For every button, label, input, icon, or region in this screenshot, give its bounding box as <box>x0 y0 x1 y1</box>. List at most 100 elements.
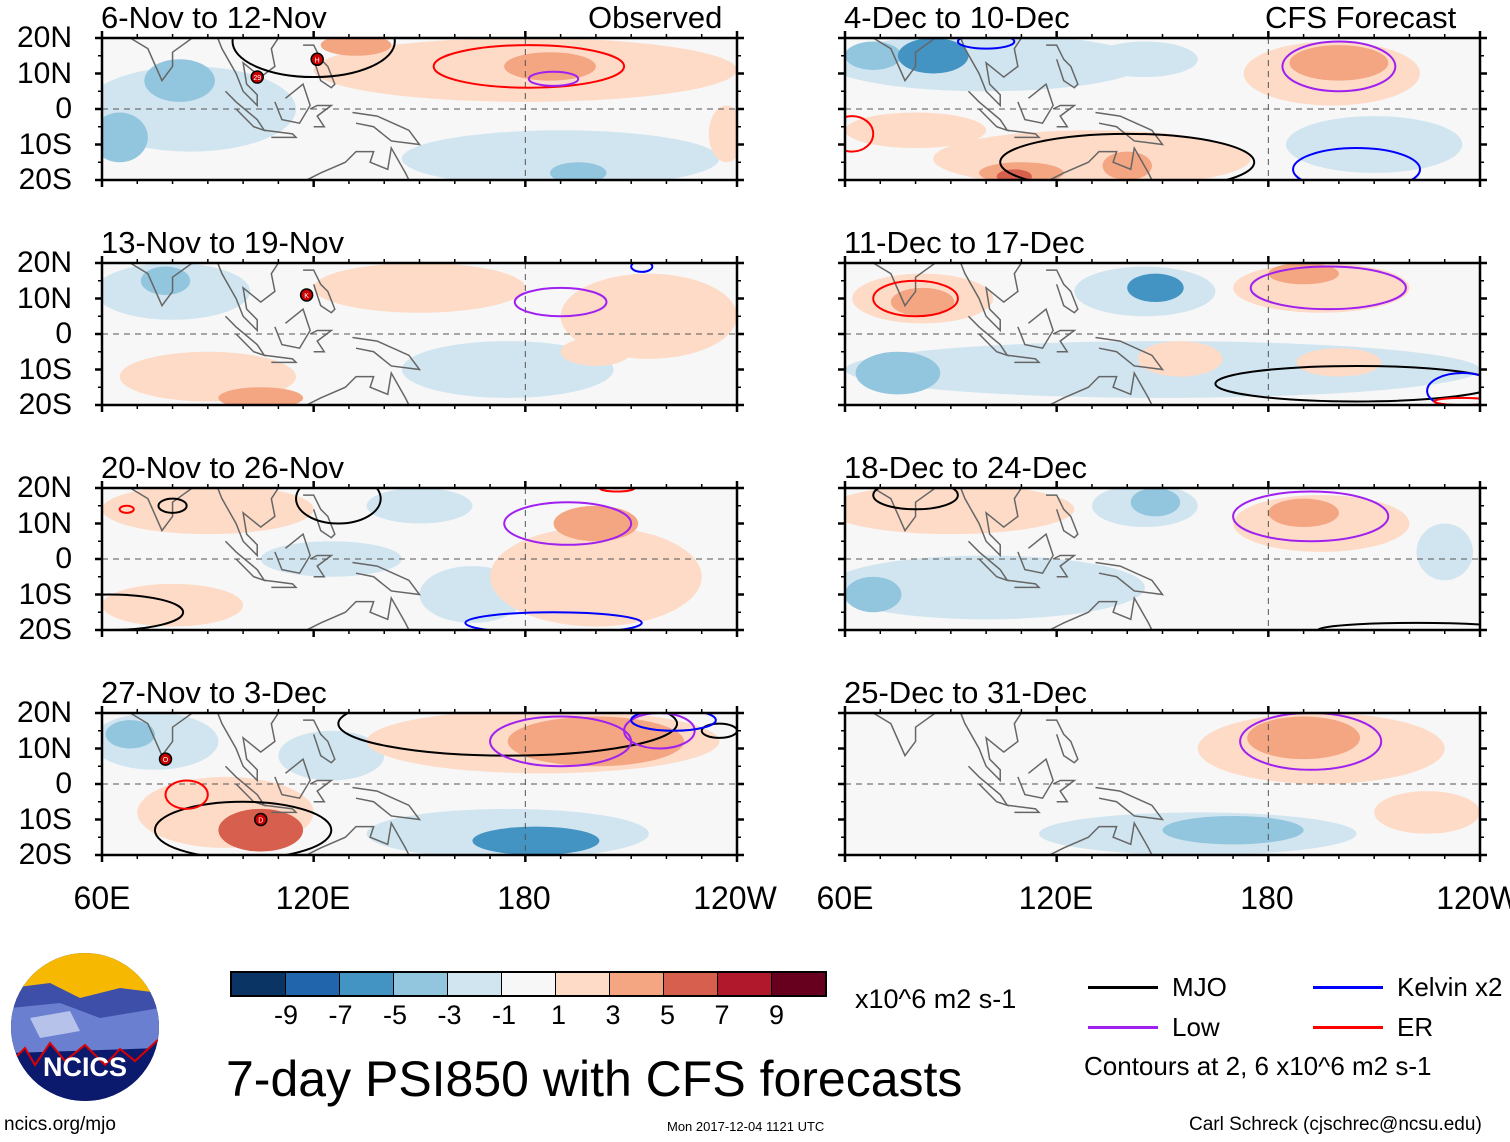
lat-label: 10N <box>16 56 72 90</box>
lat-label: 0 <box>55 542 72 575</box>
coastline <box>872 488 1023 558</box>
colorbar <box>230 971 827 997</box>
coastline <box>224 765 267 807</box>
coastline <box>264 354 298 364</box>
coastline <box>1007 804 1041 814</box>
kelvin-contour <box>630 263 654 273</box>
mjo-contour <box>231 38 396 79</box>
map-panel <box>95 481 744 637</box>
psi-anomaly-shading <box>553 505 639 542</box>
lat-label: 0 <box>55 767 72 800</box>
kelvin-line-swatch <box>1313 986 1383 989</box>
lat-label: 10S <box>18 802 72 836</box>
panel-title: 18-Dec to 24-Dec <box>844 450 1087 485</box>
map-panel <box>838 481 1487 637</box>
tropical-storm-icon: O <box>158 752 173 766</box>
lat-label: 20S <box>18 613 72 646</box>
legend-label: MJO <box>1172 972 1227 1002</box>
coastline <box>1046 494 1079 539</box>
colorbar-tick-label: -1 <box>491 1000 517 1030</box>
map-panel <box>838 31 1487 187</box>
legend-er: ER <box>1313 1012 1433 1043</box>
psi-anomaly-shading <box>320 38 392 56</box>
coastline <box>352 561 422 596</box>
coastline <box>1052 554 1077 578</box>
lat-label: 10S <box>18 127 72 161</box>
lon-label-left: 120E <box>275 880 351 916</box>
psi-anomaly-shading <box>1285 116 1463 173</box>
panel-title: 20-Nov to 26-Nov <box>101 450 344 485</box>
psi-anomaly-shading <box>1130 488 1181 517</box>
coastline <box>1047 820 1153 855</box>
psi-anomaly-shading <box>855 351 941 395</box>
mjo-contour <box>337 713 678 757</box>
er-contour <box>872 279 959 318</box>
psi-anomaly-shading <box>1127 273 1184 303</box>
lat-label: 10N <box>16 506 72 540</box>
map-panel <box>838 706 1487 862</box>
low-contour <box>1281 40 1397 93</box>
colorbar-tick-label: -5 <box>382 1000 408 1030</box>
tropical-storm-icon: D <box>254 812 268 827</box>
coastline <box>129 488 280 558</box>
legend-label: Low <box>1172 1012 1220 1042</box>
coastline <box>352 111 422 146</box>
lon-label-left: 60E <box>73 880 131 916</box>
coastline <box>129 713 280 783</box>
low-contour <box>1232 490 1390 543</box>
lon-label-left: 180 <box>497 880 551 916</box>
coastline <box>872 263 1023 333</box>
legend-low: Low <box>1088 1012 1220 1043</box>
mjo-contour <box>102 593 185 630</box>
coastline <box>303 719 336 764</box>
lat-label: 20S <box>18 838 72 871</box>
psi-anomaly-shading <box>102 488 314 535</box>
coastline <box>304 145 410 180</box>
coastline <box>303 269 336 314</box>
low-contour <box>513 286 608 318</box>
colorbar-swatch <box>232 973 286 995</box>
panel-title: 25-Dec to 31-Dec <box>844 675 1087 710</box>
psi-anomaly-shading <box>144 59 215 102</box>
footer-url: ncics.org/mjo <box>4 1114 116 1135</box>
tropical-storm-icon: 29 <box>250 70 264 84</box>
coastline <box>1095 111 1165 146</box>
psi-anomaly-shading <box>845 112 987 149</box>
cfs-forecast-label: CFS Forecast <box>1265 0 1457 35</box>
coastline <box>309 104 334 128</box>
footer-timestamp: Mon 2017-12-04 1121 UTC <box>667 1119 825 1134</box>
legend-mjo: MJO <box>1088 972 1227 1003</box>
coastline <box>274 532 311 575</box>
psi-anomaly-shading <box>845 576 902 613</box>
coastline <box>129 263 280 333</box>
coastline <box>309 329 334 353</box>
coastline <box>304 595 410 630</box>
map-panel: OD <box>95 706 744 862</box>
map-panel: 29 H <box>95 31 744 187</box>
colorbar-swatch <box>610 973 664 995</box>
panel-title: 27-Nov to 3-Dec <box>101 675 327 710</box>
coastline <box>1007 354 1041 364</box>
psi-anomaly-shading <box>490 527 702 627</box>
psi-anomaly-shading <box>1268 498 1339 528</box>
mjo-contour <box>295 488 382 525</box>
psi-anomaly-shading <box>890 287 955 317</box>
coastline <box>1047 370 1153 405</box>
low-contour <box>1249 265 1407 311</box>
er-line-swatch <box>1313 1026 1383 1029</box>
map-panel: K <box>95 256 744 412</box>
colorbar-swatch <box>340 973 394 995</box>
coastline <box>1046 44 1079 89</box>
psi-anomaly-shading <box>1268 263 1339 285</box>
psi-anomaly-shading <box>105 720 155 749</box>
lat-label: 0 <box>55 92 72 125</box>
psi-anomaly-shading <box>1289 45 1389 81</box>
psi-anomaly-shading <box>504 52 596 81</box>
coastline <box>1047 145 1153 180</box>
logo-text: NCICS <box>43 1052 127 1082</box>
coastline <box>967 90 1010 132</box>
coastline <box>352 786 422 821</box>
coastline <box>224 540 267 582</box>
low-contour <box>527 70 580 87</box>
psi-anomaly-shading <box>218 808 304 852</box>
